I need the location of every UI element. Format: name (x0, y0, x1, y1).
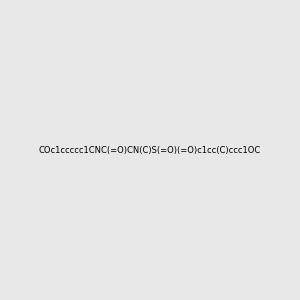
Text: COc1ccccc1CNC(=O)CN(C)S(=O)(=O)c1cc(C)ccc1OC: COc1ccccc1CNC(=O)CN(C)S(=O)(=O)c1cc(C)cc… (39, 146, 261, 154)
